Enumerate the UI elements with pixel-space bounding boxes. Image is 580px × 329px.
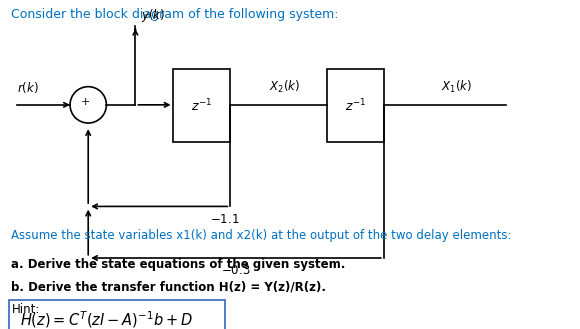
Text: $H(z) = C^T(zI - A)^{-1}b + D$: $H(z) = C^T(zI - A)^{-1}b + D$	[20, 310, 193, 329]
Text: $z^{-1}$: $z^{-1}$	[191, 97, 212, 114]
Text: a. Derive the state equations of the given system.: a. Derive the state equations of the giv…	[12, 258, 346, 271]
Text: $z^{-1}$: $z^{-1}$	[345, 97, 366, 114]
Bar	[327, 69, 384, 142]
Text: $X_1(k)$: $X_1(k)$	[441, 79, 472, 95]
Text: $X_2(k)$: $X_2(k)$	[269, 79, 300, 95]
Text: $r(k)$: $r(k)$	[17, 80, 39, 95]
Text: $y(k)$: $y(k)$	[141, 7, 165, 24]
Text: Consider the block diagram of the following system:: Consider the block diagram of the follow…	[12, 8, 339, 21]
Text: Assume the state variables x1(k) and x2(k) at the output of the two delay elemen: Assume the state variables x1(k) and x2(…	[12, 229, 512, 242]
Text: +: +	[81, 97, 90, 107]
Text: $-0.3$: $-0.3$	[221, 265, 251, 277]
Text: b. Derive the transfer function H(z) = Y(z)/R(z).: b. Derive the transfer function H(z) = Y…	[12, 281, 327, 293]
Bar	[173, 69, 230, 142]
Text: $-1.1$: $-1.1$	[210, 213, 240, 226]
FancyBboxPatch shape	[9, 300, 224, 329]
Text: Hint:: Hint:	[12, 303, 40, 316]
